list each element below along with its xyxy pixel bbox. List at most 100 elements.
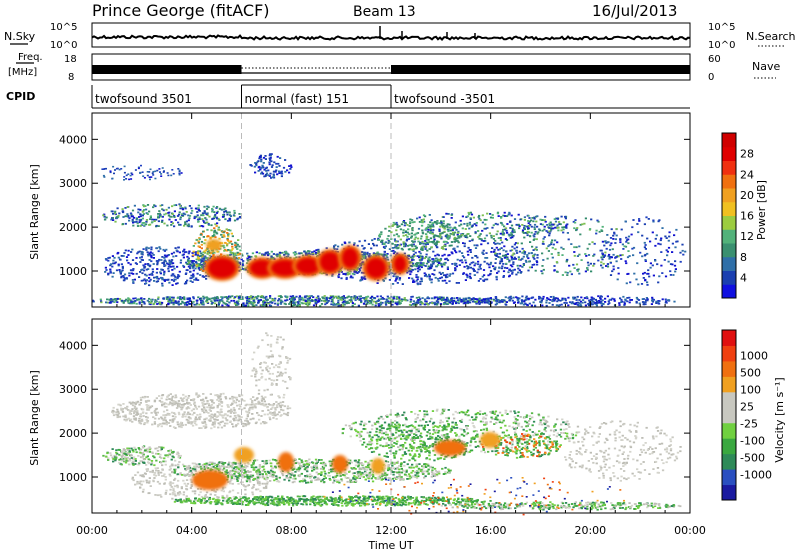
power-cell (464, 298, 467, 301)
power-cell (111, 265, 114, 268)
power-cell (654, 244, 657, 247)
power-cell (455, 262, 458, 265)
power-cell (430, 246, 433, 249)
power-cell (444, 274, 447, 277)
power-cell (205, 218, 208, 221)
power-cell (264, 298, 268, 301)
power-cell (578, 245, 581, 248)
power-cell (471, 225, 474, 228)
power-cell (271, 299, 275, 301)
power-cell (238, 252, 241, 255)
power-cell (377, 237, 380, 240)
power-cell (544, 220, 547, 223)
power-cell (102, 174, 105, 177)
velocity-cell (126, 409, 130, 411)
power-cell (263, 296, 267, 299)
power-cell (117, 251, 120, 254)
power-cell (406, 224, 409, 226)
power-cell (436, 240, 439, 243)
power-cell (660, 251, 663, 253)
power-cell (491, 216, 494, 219)
power-cell (644, 259, 647, 261)
power-cell (522, 303, 525, 306)
power-cell (467, 301, 470, 304)
velocity-cell (192, 408, 195, 411)
power-cell (121, 265, 124, 268)
power-cell (550, 243, 553, 246)
power-cell (351, 304, 354, 307)
power-cell (280, 175, 283, 178)
power-cell (579, 300, 582, 303)
power-cell (420, 242, 423, 245)
power-cell (308, 303, 311, 306)
power-cell (449, 299, 452, 301)
freq-strip: Freq. [MHz] 18 8 60 0 Nave (8, 52, 780, 83)
power-cell (354, 299, 357, 301)
power-cell (177, 246, 180, 249)
power-cell (235, 295, 238, 298)
power-cell (217, 228, 220, 231)
power-cell (422, 262, 425, 264)
power-cell (566, 274, 569, 276)
power-cell (116, 167, 119, 170)
power-cell (170, 301, 173, 304)
power-cell (412, 300, 415, 303)
power-cell (162, 297, 165, 300)
power-cell (127, 297, 130, 300)
power-cell (189, 300, 192, 302)
velocity-cell (163, 402, 166, 405)
power-cell (557, 251, 560, 254)
power-cell (268, 253, 271, 255)
power-cell (175, 255, 178, 257)
power-cell (363, 247, 366, 249)
power-cell (449, 229, 453, 232)
power-cell (674, 246, 677, 249)
power-cell (352, 297, 356, 300)
power-cell (297, 302, 300, 305)
power-cell (278, 170, 281, 173)
power-cell (420, 259, 423, 261)
power-cell (427, 257, 430, 260)
power-cell (499, 237, 502, 239)
power-cell (626, 297, 629, 299)
power-cell (161, 301, 164, 304)
colorbar-swatch (722, 243, 736, 258)
power-cell (311, 252, 314, 255)
power-cell (361, 263, 364, 265)
power-cell (467, 246, 470, 249)
power-cell (438, 228, 441, 231)
power-cell (350, 275, 353, 278)
power-cell (428, 275, 431, 278)
power-cell (163, 280, 166, 282)
power-cell (253, 165, 256, 168)
power-cell (409, 298, 412, 301)
power-cell (167, 214, 170, 217)
power-cell (177, 221, 180, 224)
power-cell (132, 282, 135, 284)
power-cell (269, 304, 273, 307)
power-cell (593, 262, 596, 265)
power-cell (171, 269, 174, 271)
colorbar-swatch (722, 133, 736, 148)
power-cell (456, 231, 459, 234)
power-cell (132, 269, 135, 272)
power-cell (493, 268, 497, 271)
power-cell (231, 247, 234, 250)
power-cell (357, 271, 360, 273)
power-cell (591, 241, 594, 244)
power-cell (440, 264, 443, 267)
power-cell (532, 256, 535, 259)
power-cell (427, 259, 430, 262)
power-cell (180, 213, 183, 216)
power-cell (607, 255, 610, 258)
power-cell (387, 302, 390, 304)
power-cell (658, 302, 661, 305)
power-cell (130, 302, 133, 305)
power-cell (660, 237, 663, 240)
power-cell (600, 256, 603, 259)
power-cell (200, 254, 203, 257)
power-cell (269, 154, 272, 157)
power-cell (568, 301, 572, 304)
power-cell (199, 250, 202, 253)
power-cell (393, 295, 396, 298)
